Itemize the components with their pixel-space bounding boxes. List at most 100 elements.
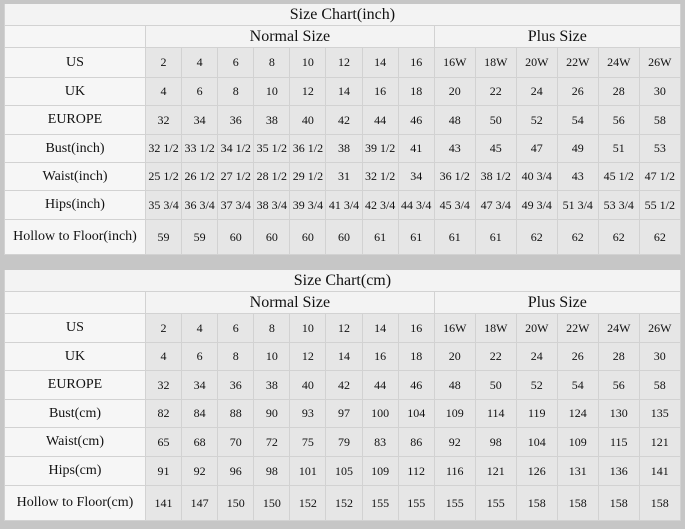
group-header-row: Normal Size Plus Size — [4, 25, 681, 48]
size-value: 92 — [433, 427, 476, 457]
size-value: 61 — [474, 219, 517, 255]
row-label: UK — [4, 77, 146, 106]
size-value: 86 — [397, 427, 435, 457]
size-value: 22W — [556, 313, 599, 343]
size-value: 38 — [253, 370, 291, 400]
size-value: 60 — [289, 219, 327, 255]
size-value: 4 — [144, 342, 183, 371]
size-value: 32 — [144, 105, 183, 135]
size-value: 40 — [289, 370, 327, 400]
size-value: 72 — [253, 427, 291, 457]
size-value: 61 — [361, 219, 399, 255]
group-plus-size: Plus Size — [433, 25, 681, 48]
row-label: US — [4, 47, 146, 78]
table-row: Hollow to Floor(inch) 59 59 60 60 60 60 61 61 61 6… — [4, 219, 681, 255]
size-value: 50 — [474, 105, 517, 135]
size-value: 14 — [325, 342, 363, 371]
group-plus-size: Plus Size — [433, 291, 681, 314]
size-value: 155 — [397, 485, 435, 521]
size-value: 54 — [556, 105, 599, 135]
size-value: 55 1/2 — [638, 190, 681, 220]
size-value: 93 — [289, 399, 327, 428]
size-value: 34 — [397, 162, 435, 191]
table-row: EUROPE 32 34 36 38 40 42 44 46 48 50 52 54 56 58 — [4, 370, 681, 400]
size-value: 16W — [433, 47, 476, 78]
size-value: 109 — [361, 456, 399, 486]
row-label: UK — [4, 342, 146, 371]
size-value: 53 — [638, 134, 681, 163]
table-row: Hips(inch) 35 3/4 36 3/4 37 3/4 38 3/4 39 3/4… — [4, 190, 681, 220]
table-row: US 2 4 6 8 10 12 14 16 16W 18W 20W 22W 24W 26W — [4, 313, 681, 343]
size-value: 124 — [556, 399, 599, 428]
table-row: EUROPE 32 34 36 38 40 42 44 46 48 50 52 54 56 58 — [4, 105, 681, 135]
size-value: 58 — [638, 370, 681, 400]
size-value: 18 — [397, 77, 435, 106]
size-value: 65 — [144, 427, 183, 457]
size-value: 20W — [515, 313, 558, 343]
size-value: 18 — [397, 342, 435, 371]
size-value: 62 — [556, 219, 599, 255]
size-value: 33 1/2 — [181, 134, 219, 163]
size-value: 34 — [181, 370, 219, 400]
size-value: 88 — [217, 399, 255, 428]
row-label: EUROPE — [4, 105, 146, 135]
size-value: 4 — [181, 313, 219, 343]
size-value: 152 — [289, 485, 327, 521]
size-value: 150 — [217, 485, 255, 521]
size-value: 20 — [433, 342, 476, 371]
size-value: 54 — [556, 370, 599, 400]
size-value: 83 — [361, 427, 399, 457]
size-value: 119 — [515, 399, 558, 428]
size-value: 136 — [597, 456, 640, 486]
size-value: 56 — [597, 370, 640, 400]
row-label: Hollow to Floor(cm) — [4, 485, 146, 521]
size-value: 114 — [474, 399, 517, 428]
size-value: 112 — [397, 456, 435, 486]
size-value: 60 — [217, 219, 255, 255]
size-value: 8 — [217, 342, 255, 371]
size-value: 30 — [638, 77, 681, 106]
size-value: 52 — [515, 105, 558, 135]
size-value: 141 — [638, 456, 681, 486]
size-value: 16 — [397, 313, 435, 343]
size-value: 98 — [253, 456, 291, 486]
size-value: 26 — [556, 77, 599, 106]
size-value: 52 — [515, 370, 558, 400]
size-value: 115 — [597, 427, 640, 457]
size-value: 35 3/4 — [144, 190, 183, 220]
size-value: 45 1/2 — [597, 162, 640, 191]
size-value: 96 — [217, 456, 255, 486]
size-value: 84 — [181, 399, 219, 428]
size-value: 32 — [144, 370, 183, 400]
size-value: 62 — [597, 219, 640, 255]
size-value: 18W — [474, 47, 517, 78]
size-value: 28 — [597, 342, 640, 371]
size-value: 155 — [474, 485, 517, 521]
size-value: 6 — [217, 47, 255, 78]
size-value: 47 — [515, 134, 558, 163]
row-label: Bust(inch) — [4, 134, 146, 163]
group-normal-size: Normal Size — [145, 291, 435, 314]
size-value: 155 — [433, 485, 476, 521]
size-value: 92 — [181, 456, 219, 486]
size-value: 47 3/4 — [474, 190, 517, 220]
size-table: Size Chart(inch) Normal Size Plus Size US 2 4… — [4, 4, 681, 255]
size-value: 44 — [361, 105, 399, 135]
size-value: 104 — [515, 427, 558, 457]
size-value: 75 — [289, 427, 327, 457]
size-value: 62 — [515, 219, 558, 255]
size-value: 28 — [597, 77, 640, 106]
size-value: 60 — [325, 219, 363, 255]
size-value: 10 — [253, 342, 291, 371]
size-value: 60 — [253, 219, 291, 255]
size-value: 18W — [474, 313, 517, 343]
size-value: 12 — [289, 77, 327, 106]
size-value: 121 — [474, 456, 517, 486]
size-value: 48 — [433, 370, 476, 400]
size-value: 2 — [144, 313, 183, 343]
size-value: 24W — [597, 47, 640, 78]
size-value: 38 — [325, 134, 363, 163]
table-row: Bust(inch) 32 1/2 33 1/2 34 1/2 35 1/2 36 1/2… — [4, 134, 681, 163]
table-row: UK 4 6 8 10 12 14 16 18 20 22 24 26 28 30 — [4, 77, 681, 106]
size-value: 100 — [361, 399, 399, 428]
